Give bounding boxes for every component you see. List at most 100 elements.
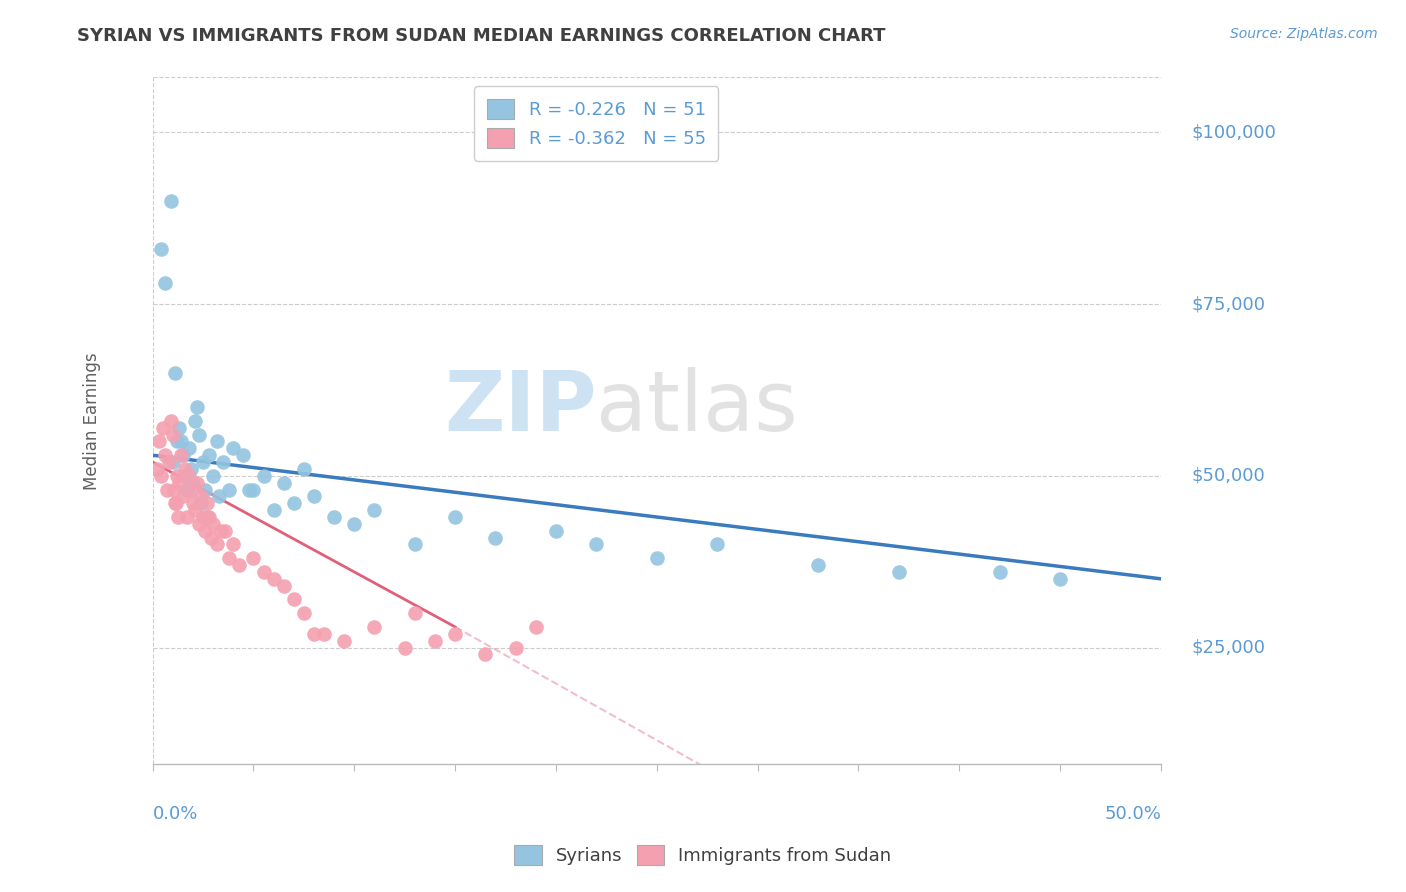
Point <box>343 516 366 531</box>
Point <box>202 516 225 531</box>
Point <box>186 475 208 490</box>
Point <box>170 448 193 462</box>
Point <box>170 434 193 449</box>
Point <box>159 414 181 428</box>
Point <box>153 277 176 291</box>
Point <box>145 462 167 476</box>
Point <box>174 468 197 483</box>
Point <box>222 537 245 551</box>
Point <box>163 483 186 497</box>
Point <box>180 462 202 476</box>
Point <box>363 620 385 634</box>
Point <box>176 483 198 497</box>
Point <box>323 510 346 524</box>
Point <box>195 496 218 510</box>
Point <box>180 483 202 497</box>
Point <box>181 475 204 490</box>
Point <box>524 620 547 634</box>
Point <box>149 468 172 483</box>
Point <box>209 524 232 538</box>
Point <box>706 537 728 551</box>
Point <box>190 490 212 504</box>
Point <box>188 516 211 531</box>
Point <box>152 421 174 435</box>
Point <box>163 366 186 380</box>
Point <box>474 648 496 662</box>
Point <box>238 483 260 497</box>
Point <box>195 510 218 524</box>
Text: Median Earnings: Median Earnings <box>83 352 101 490</box>
Point <box>181 496 204 510</box>
Text: atlas: atlas <box>596 367 799 448</box>
Point <box>444 627 467 641</box>
Point <box>283 592 305 607</box>
Point <box>162 455 184 469</box>
Point <box>176 510 198 524</box>
Point <box>505 640 527 655</box>
Point <box>198 510 221 524</box>
Point <box>167 421 190 435</box>
Point <box>263 572 285 586</box>
Point <box>252 565 274 579</box>
Legend: Syrians, Immigrants from Sudan: Syrians, Immigrants from Sudan <box>505 836 901 874</box>
Point <box>887 565 910 579</box>
Point <box>190 496 212 510</box>
Legend: R = -0.226   N = 51, R = -0.362   N = 55: R = -0.226 N = 51, R = -0.362 N = 55 <box>474 87 718 161</box>
Point <box>172 448 194 462</box>
Point <box>200 531 222 545</box>
Point <box>191 455 214 469</box>
Point <box>198 448 221 462</box>
Point <box>156 483 179 497</box>
Point <box>394 640 416 655</box>
Point <box>302 627 325 641</box>
Text: Source: ZipAtlas.com: Source: ZipAtlas.com <box>1230 27 1378 41</box>
Text: $100,000: $100,000 <box>1191 123 1277 142</box>
Point <box>252 468 274 483</box>
Point <box>194 524 217 538</box>
Point <box>218 483 240 497</box>
Point <box>174 462 197 476</box>
Point <box>166 510 188 524</box>
Point <box>184 503 207 517</box>
Point <box>186 400 208 414</box>
Point <box>162 427 184 442</box>
Point <box>153 448 176 462</box>
Point <box>212 455 235 469</box>
Point <box>172 490 194 504</box>
Point <box>423 633 446 648</box>
Point <box>218 551 240 566</box>
Point <box>544 524 567 538</box>
Point <box>988 565 1011 579</box>
Point <box>205 434 228 449</box>
Point <box>167 475 190 490</box>
Point <box>148 434 170 449</box>
Point <box>585 537 607 551</box>
Point <box>177 442 200 456</box>
Point <box>214 524 236 538</box>
Text: ZIP: ZIP <box>444 367 596 448</box>
Point <box>283 496 305 510</box>
Text: $75,000: $75,000 <box>1191 295 1265 313</box>
Point <box>263 503 285 517</box>
Point <box>177 468 200 483</box>
Point <box>188 427 211 442</box>
Point <box>242 551 264 566</box>
Point <box>363 503 385 517</box>
Point <box>149 242 172 256</box>
Point <box>194 483 217 497</box>
Point <box>444 510 467 524</box>
Point <box>163 496 186 510</box>
Point <box>807 558 830 573</box>
Point <box>273 475 295 490</box>
Point <box>205 537 228 551</box>
Point <box>302 490 325 504</box>
Point <box>228 558 250 573</box>
Point <box>404 537 426 551</box>
Point <box>404 606 426 620</box>
Text: $25,000: $25,000 <box>1191 639 1265 657</box>
Point <box>242 483 264 497</box>
Point <box>292 606 315 620</box>
Point <box>222 442 245 456</box>
Point <box>333 633 356 648</box>
Text: 0.0%: 0.0% <box>153 805 198 823</box>
